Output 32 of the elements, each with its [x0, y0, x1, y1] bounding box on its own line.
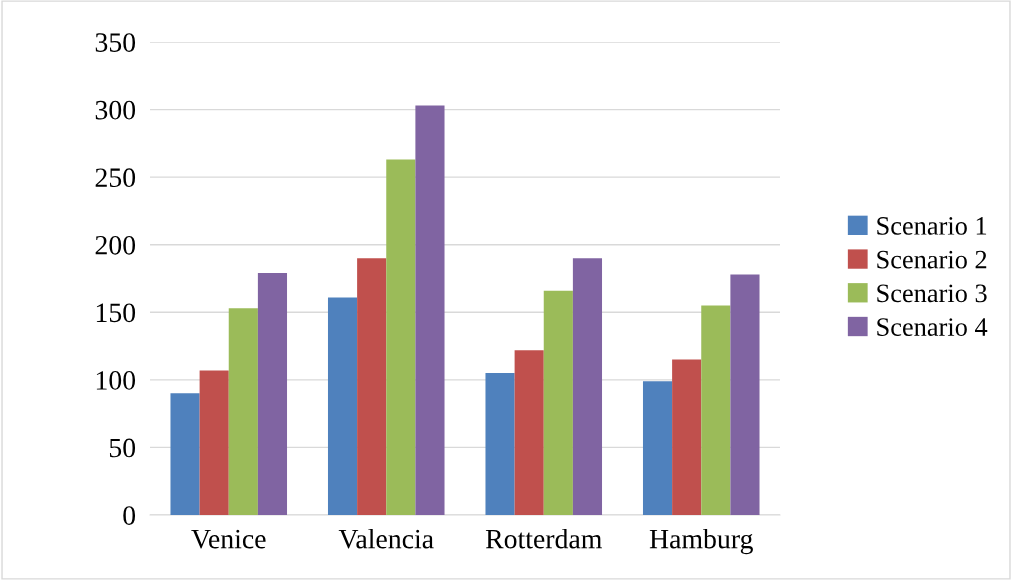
legend-label: Scenario 1 — [877, 217, 987, 235]
bar — [672, 359, 702, 515]
bar — [327, 297, 358, 515]
legend-label: Scenario 4 — [877, 318, 988, 336]
bar — [257, 273, 288, 515]
y-tick-label: 50 — [109, 438, 136, 458]
bar — [170, 393, 200, 515]
bar — [642, 381, 673, 515]
x-tick-label: Hamburg — [649, 528, 753, 555]
y-tick-label: 350 — [95, 33, 136, 52]
bar — [415, 105, 445, 515]
bar — [357, 258, 387, 515]
bar — [572, 258, 603, 515]
bar — [543, 290, 573, 515]
x-tick-label: Rotterdam — [485, 528, 602, 549]
y-tick-label: 200 — [95, 235, 136, 255]
x-tick-label: Valencia — [338, 528, 434, 549]
x-tick-label: Venice — [191, 529, 266, 549]
y-tick-label: 150 — [96, 303, 136, 323]
legend-label: Scenario 3 — [877, 284, 987, 303]
bar — [514, 350, 544, 515]
bar — [730, 274, 760, 515]
bar — [485, 373, 515, 515]
bar — [199, 370, 229, 515]
bar — [228, 308, 258, 515]
y-tick-label: 100 — [96, 371, 136, 390]
bar — [701, 305, 731, 515]
y-tick-label: 250 — [95, 168, 136, 188]
legend-label: Scenario 2 — [877, 250, 987, 269]
y-tick-label: 300 — [95, 100, 136, 120]
bar — [386, 159, 416, 515]
y-tick-label: 0 — [123, 506, 136, 525]
